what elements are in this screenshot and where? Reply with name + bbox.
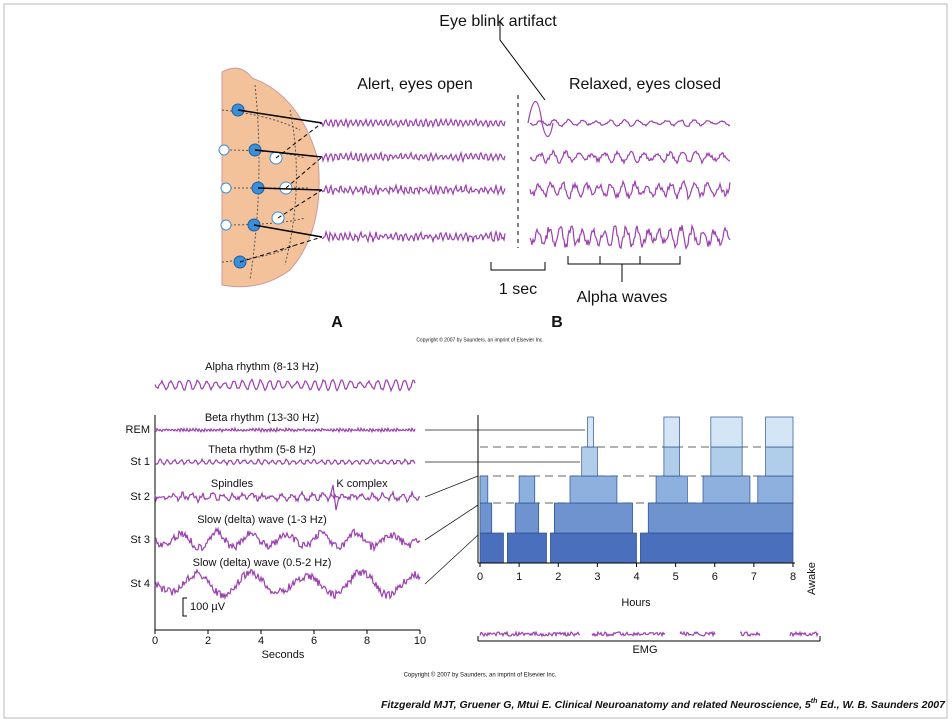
eeg-trace [154, 457, 416, 467]
stage-block [757, 475, 794, 504]
label: Eye blink artifact [439, 13, 557, 30]
stage-block [507, 532, 547, 564]
stage-block [514, 502, 540, 534]
label: Slow (delta) wave (0.5-2 Hz) [193, 557, 332, 569]
tick-label: 0 [152, 635, 158, 647]
tick-label: 1 [516, 571, 522, 583]
stage-block [663, 446, 680, 477]
label: Beta rhythm (13-30 Hz) [205, 412, 319, 424]
eeg-trace [591, 630, 666, 638]
panel-label: A [331, 314, 343, 331]
label: Slow (delta) wave (1-3 Hz) [197, 514, 327, 526]
tick-label: 5 [673, 571, 679, 583]
stage-block [765, 416, 794, 448]
label: K complex [336, 478, 388, 490]
eeg-trace [154, 568, 421, 601]
label: Alpha rhythm (8-13 Hz) [205, 361, 319, 373]
citation: Fitzgerald MJT, Gruener G, Mtui E. Clini… [381, 698, 946, 711]
stage-block [550, 532, 637, 564]
copyright: Copyright © 2007 by Saunders, an imprint… [404, 672, 557, 679]
eeg-trace [321, 150, 506, 164]
tick-label: 6 [311, 635, 317, 647]
eeg-trace [321, 182, 506, 197]
eeg-trace [321, 229, 506, 244]
tick-label: 4 [633, 571, 639, 583]
stage-label: St 4 [130, 578, 150, 590]
stage-block [640, 532, 794, 564]
stage-block [479, 475, 489, 504]
label: 1 sec [499, 281, 537, 298]
eeg-trace [479, 630, 581, 638]
connectors [424, 429, 585, 585]
artifact-pointer [499, 22, 546, 101]
axis-title: Seconds [262, 649, 305, 661]
citation-text: Ed., W. B. Saunders 2007 [817, 699, 946, 711]
stage-block [581, 446, 598, 477]
tick-label: 3 [594, 571, 600, 583]
alpha-bracket [567, 256, 681, 282]
eeg-trace [789, 630, 819, 638]
stage-label: St 2 [130, 491, 150, 503]
eeg-trace [154, 526, 421, 553]
eeg-trace [529, 223, 731, 250]
label: Spindles [211, 478, 254, 490]
stage-block [569, 475, 618, 504]
panel-label: B [551, 314, 563, 331]
tick-label: 10 [414, 635, 426, 647]
eeg-trace [529, 118, 731, 128]
stage-block [647, 502, 794, 534]
label: Relaxed, eyes closed [569, 76, 721, 93]
copyright: Copyright © 2007 by Saunders, an imprint… [416, 336, 543, 343]
tick-label: 2 [205, 635, 211, 647]
axis-title: Hours [621, 597, 651, 609]
eeg-trace [529, 179, 731, 201]
eeg-trace [154, 426, 416, 434]
eeg-trace [154, 378, 416, 393]
eeg-trace [739, 631, 761, 638]
blink-artifact [527, 100, 554, 138]
stage-block [663, 416, 680, 448]
label: 100 µV [190, 601, 226, 613]
eeg-trace [679, 630, 716, 638]
frame [3, 3, 948, 719]
tick-label: 8 [364, 635, 370, 647]
label: Alert, eyes open [357, 76, 473, 93]
stage-label: St 3 [130, 534, 150, 546]
amplitude-bar [182, 597, 187, 617]
hypnogram [479, 416, 794, 564]
tick-label: 7 [751, 571, 757, 583]
citation-sup: th [811, 698, 818, 705]
citation-text: Fitzgerald MJT, Gruener G, Mtui E. Clini… [381, 699, 811, 711]
stage-block [553, 502, 633, 534]
tick-label: 6 [712, 571, 718, 583]
stage-block [710, 446, 743, 477]
label: Theta rhythm (5-8 Hz) [208, 444, 316, 456]
stage-block [655, 475, 688, 504]
stage-block [479, 532, 504, 564]
stage-label: St 1 [130, 456, 150, 468]
k-complex [329, 484, 340, 511]
scale-bracket [490, 262, 546, 271]
label: EMG [632, 644, 657, 656]
stage-block [479, 502, 493, 534]
tick-label: 0 [477, 571, 483, 583]
stage-label: REM [126, 424, 150, 436]
eeg-trace [529, 149, 731, 166]
tick-label: 2 [555, 571, 561, 583]
label: Alpha waves [577, 289, 668, 306]
label: Awake [806, 562, 818, 595]
stage-block [587, 416, 594, 448]
stage-block [518, 475, 536, 504]
stage-block [710, 416, 743, 448]
eeg-trace [154, 489, 420, 504]
stage-block [765, 446, 794, 477]
tick-label: 8 [790, 571, 796, 583]
tick-label: 4 [258, 635, 264, 647]
head-diagram [218, 67, 323, 288]
stage-block [702, 475, 751, 504]
eeg-trace [321, 117, 506, 129]
